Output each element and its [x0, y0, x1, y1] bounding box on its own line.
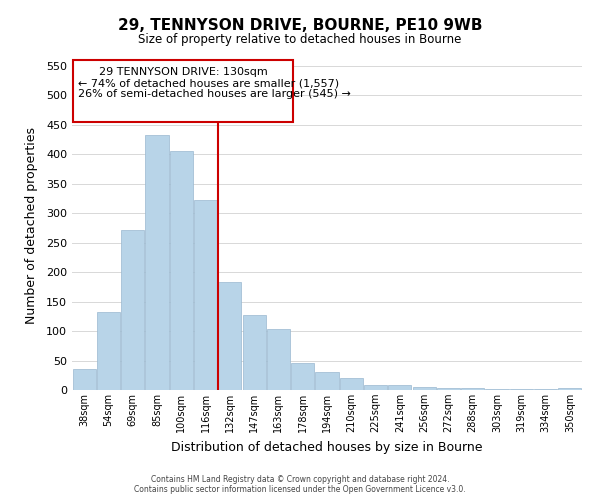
Bar [121, 230, 144, 390]
Bar [559, 388, 581, 390]
Bar [510, 389, 533, 390]
Bar [218, 282, 241, 390]
Bar [194, 200, 217, 390]
Bar [437, 388, 460, 390]
Text: 26% of semi-detached houses are larger (545) →: 26% of semi-detached houses are larger (… [78, 90, 351, 100]
FancyBboxPatch shape [73, 60, 293, 122]
Bar [485, 389, 509, 390]
Bar [170, 152, 193, 390]
Text: 29, TENNYSON DRIVE, BOURNE, PE10 9WB: 29, TENNYSON DRIVE, BOURNE, PE10 9WB [118, 18, 482, 32]
Bar [97, 312, 120, 390]
Text: Contains HM Land Registry data © Crown copyright and database right 2024.
Contai: Contains HM Land Registry data © Crown c… [134, 474, 466, 494]
X-axis label: Distribution of detached houses by size in Bourne: Distribution of detached houses by size … [171, 440, 483, 454]
Bar [291, 363, 314, 390]
Y-axis label: Number of detached properties: Number of detached properties [25, 126, 38, 324]
Text: Size of property relative to detached houses in Bourne: Size of property relative to detached ho… [139, 32, 461, 46]
Bar [413, 387, 436, 390]
Bar [534, 389, 557, 390]
Bar [267, 330, 290, 390]
Bar [73, 370, 95, 390]
Bar [461, 388, 484, 390]
Bar [388, 386, 412, 390]
Bar [242, 314, 266, 390]
Bar [316, 372, 338, 390]
Bar [364, 386, 387, 390]
Bar [145, 136, 169, 390]
Bar [340, 378, 363, 390]
Text: ← 74% of detached houses are smaller (1,557): ← 74% of detached houses are smaller (1,… [78, 79, 339, 89]
Text: 29 TENNYSON DRIVE: 130sqm: 29 TENNYSON DRIVE: 130sqm [99, 67, 268, 77]
